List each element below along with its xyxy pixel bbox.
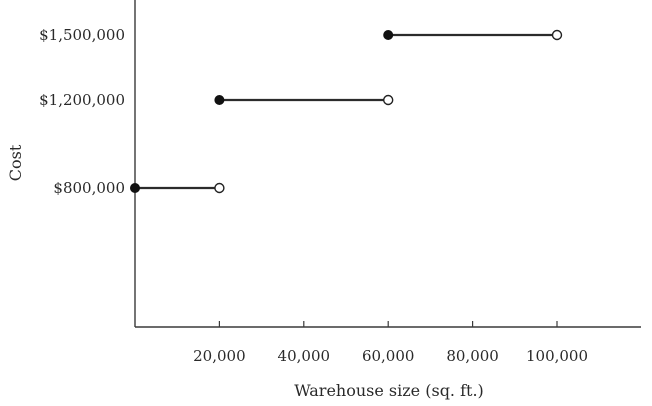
open-endpoint xyxy=(383,94,394,106)
x-tick-label: 40,000 xyxy=(278,347,331,365)
x-axis-title: Warehouse size (sq. ft.) xyxy=(294,381,484,400)
open-endpoint xyxy=(551,29,563,41)
closed-endpoint xyxy=(383,30,394,40)
axes xyxy=(134,0,641,328)
y-tick-label: $800,000 xyxy=(53,179,125,197)
y-tick-label: $1,500,000 xyxy=(39,26,125,44)
y-ticks: $800,000 $1,200,000 $1,500,000 xyxy=(39,26,125,197)
closed-endpoint xyxy=(214,95,225,105)
x-tick-label: 20,000 xyxy=(193,347,246,365)
closed-endpoint xyxy=(130,183,140,193)
x-tick-label: 60,000 xyxy=(362,347,415,365)
x-ticks: 20,000 40,000 60,000 80,000 100,000 xyxy=(193,321,588,365)
x-tick-label: 100,000 xyxy=(526,347,588,365)
y-tick-label: $1,200,000 xyxy=(39,91,125,109)
open-endpoint xyxy=(214,182,225,194)
y-axis-title: Cost xyxy=(6,144,25,181)
cost-segments xyxy=(130,29,563,194)
x-tick-label: 80,000 xyxy=(446,347,499,365)
